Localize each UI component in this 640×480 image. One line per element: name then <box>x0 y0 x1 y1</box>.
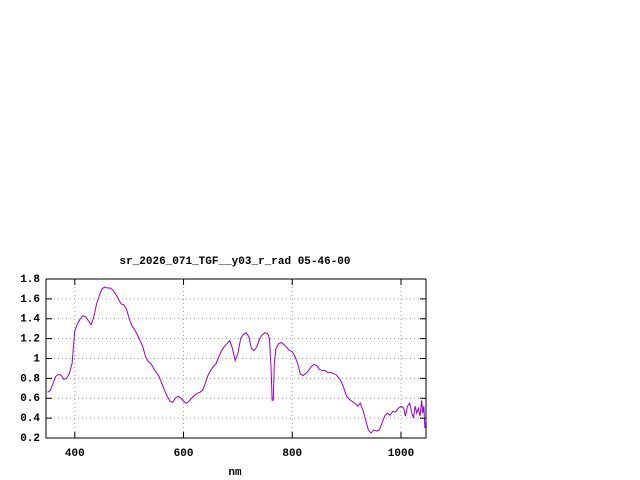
y-tick-label: 0.8 <box>20 373 40 385</box>
y-tick-label: 1.4 <box>20 314 40 326</box>
x-tick-label: 400 <box>65 448 85 460</box>
x-axis-label: nm <box>228 467 242 479</box>
y-tick-label: 1.8 <box>20 274 40 286</box>
y-tick-label: 1.6 <box>20 294 40 306</box>
data-line <box>47 286 427 434</box>
x-tick-label: 1000 <box>388 448 414 460</box>
y-tick-label: 0.2 <box>20 433 40 445</box>
y-tick-label: 0.6 <box>20 393 40 405</box>
y-tick-label: 1 <box>33 353 40 365</box>
chart-title: sr_2026_071_TGF__y03_r_rad 05-46-00 <box>119 256 350 268</box>
plot-frame <box>45 278 427 439</box>
y-tick-label: 1.2 <box>20 334 40 346</box>
x-tick-label: 800 <box>282 448 302 460</box>
y-tick-label: 0.4 <box>20 413 40 425</box>
x-tick-label: 600 <box>174 448 194 460</box>
